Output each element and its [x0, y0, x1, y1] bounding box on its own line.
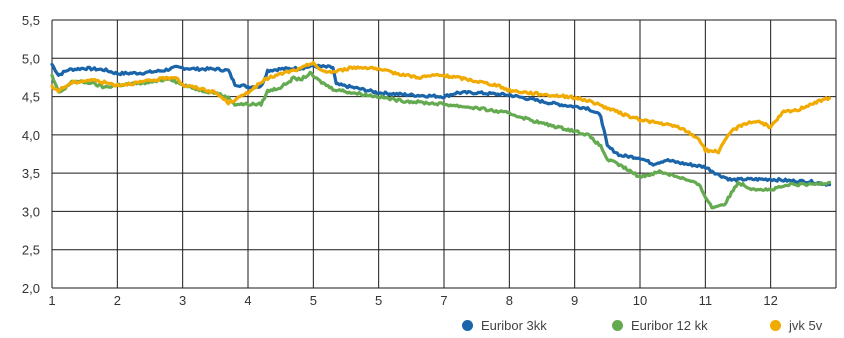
x-tick-label: 2 — [114, 293, 121, 308]
legend-item-2: jvk 5v — [770, 318, 822, 333]
legend-marker-1 — [612, 320, 623, 331]
legend-item-1: Euribor 12 kk — [612, 318, 708, 333]
x-tick-label: 4 — [244, 293, 251, 308]
y-tick-label: 2,5 — [22, 243, 40, 258]
y-tick-label: 2,0 — [22, 281, 40, 296]
x-tick-label: 12 — [763, 293, 777, 308]
y-tick-label: 4,0 — [22, 128, 40, 143]
tick-labels: 2,02,53,03,54,04,55,05,51 2 3 4 5 5 7 8 9 10 11 12 — [22, 13, 778, 308]
x-tick-label: 7 — [440, 293, 447, 308]
series-line-0 — [50, 62, 832, 187]
series-line-1 — [50, 70, 832, 210]
x-tick-label: 5 — [375, 293, 382, 308]
x-tick-label: 10 — [633, 293, 647, 308]
series-line-2 — [50, 60, 832, 155]
x-tick-label: 1 — [48, 293, 55, 308]
y-tick-label: 5,5 — [22, 13, 40, 28]
x-tick-label: 9 — [571, 293, 578, 308]
y-tick-label: 5,0 — [22, 51, 40, 66]
legend-label-0: Euribor 3kk — [481, 318, 547, 333]
x-tick-label: 5 — [310, 293, 317, 308]
legend-label-2: jvk 5v — [789, 318, 823, 333]
y-tick-label: 3,0 — [22, 204, 40, 219]
x-tick-label: 8 — [506, 293, 513, 308]
series-lines — [50, 60, 832, 210]
legend-marker-2 — [770, 320, 781, 331]
x-tick-label: 3 — [179, 293, 186, 308]
legend: Euribor 3kk Euribor 12 kk jvk 5v — [0, 318, 844, 338]
y-tick-label: 4,5 — [22, 90, 40, 105]
legend-label-1: Euribor 12 kk — [631, 318, 708, 333]
x-tick-label: 11 — [699, 293, 713, 308]
legend-marker-0 — [462, 320, 473, 331]
legend-item-0: Euribor 3kk — [462, 318, 547, 333]
y-tick-label: 3,5 — [22, 166, 40, 181]
